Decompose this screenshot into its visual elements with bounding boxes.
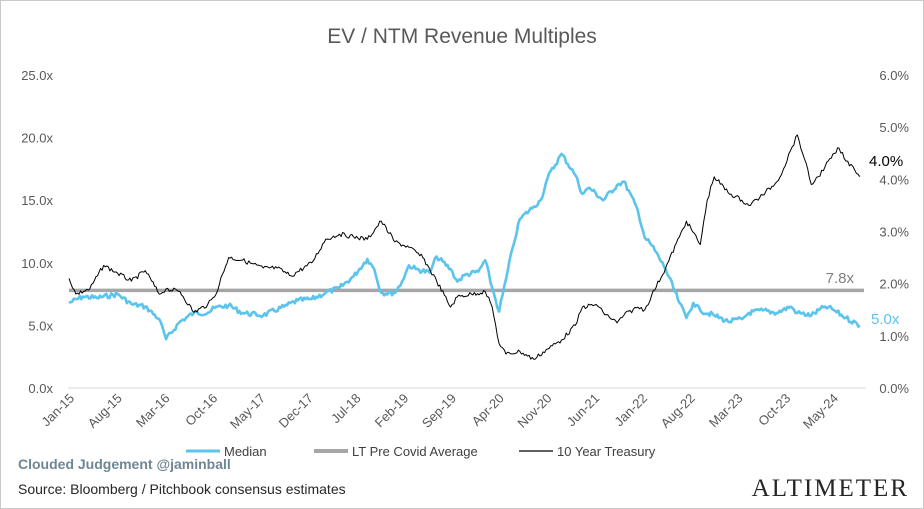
brand-credit: Clouded Judgement @jaminball bbox=[18, 456, 231, 472]
x-tick-label: Apr-20 bbox=[469, 391, 507, 429]
legend: Median LT Pre Covid Average 10 Year Treasu… bbox=[186, 444, 656, 459]
x-tick-label: May-24 bbox=[800, 391, 841, 432]
x-tick-label: Feb-19 bbox=[372, 391, 412, 431]
legend-label: LT Pre Covid Average bbox=[352, 444, 478, 459]
x-axis: Jan-15 Aug-15 Mar-16 Oct-16 May-17 Dec-17 Jul-… bbox=[38, 391, 841, 432]
x-tick-label: Dec-17 bbox=[276, 391, 316, 431]
source-note: Source: Bloomberg / Pitchbook consensus … bbox=[18, 481, 346, 497]
left-tick-label: 5.0x bbox=[28, 318, 53, 333]
x-tick-label: Jan-22 bbox=[611, 391, 650, 430]
x-tick-label: Jul-18 bbox=[328, 391, 364, 427]
x-tick-label: May-17 bbox=[227, 391, 268, 432]
left-tick-label: 10.0x bbox=[21, 256, 53, 271]
x-tick-label: Oct-23 bbox=[755, 391, 793, 429]
ten-year-treasury-line bbox=[68, 134, 861, 360]
left-tick-label: 20.0x bbox=[21, 131, 53, 146]
x-tick-label: Aug-15 bbox=[85, 391, 125, 431]
x-tick-label: Nov-20 bbox=[514, 391, 554, 431]
legend-label: Median bbox=[224, 444, 267, 459]
x-tick-label: Jan-15 bbox=[38, 391, 77, 430]
left-tick-label: 25.0x bbox=[21, 68, 53, 83]
right-tick-label: 5.0% bbox=[879, 120, 909, 135]
right-tick-label: 1.0% bbox=[879, 329, 909, 344]
chart-title: EV / NTM Revenue Multiples bbox=[327, 25, 597, 48]
x-tick-label: Mar-16 bbox=[133, 391, 173, 431]
right-tick-label: 6.0% bbox=[879, 68, 909, 83]
annotations: 4.0% 7.8x 5.0x bbox=[826, 153, 904, 328]
left-tick-label: 15.0x bbox=[21, 193, 53, 208]
right-axis: 0.0% 1.0% 2.0% 3.0% 4.0% 5.0% 6.0% bbox=[879, 68, 909, 396]
x-tick-label: Aug-22 bbox=[658, 391, 698, 431]
x-tick-label: Jun-21 bbox=[564, 391, 603, 430]
median-series-line bbox=[68, 152, 861, 341]
x-tick-label: Oct-16 bbox=[182, 391, 220, 429]
right-tick-label: 0.0% bbox=[879, 381, 909, 396]
left-tick-label: 0.0x bbox=[28, 381, 53, 396]
plot-area bbox=[68, 134, 864, 360]
altimeter-logo: ALTIMETER bbox=[751, 475, 909, 502]
right-tick-label: 4.0% bbox=[879, 172, 909, 187]
median-end-label: 5.0x bbox=[871, 311, 900, 328]
average-value-label: 7.8x bbox=[826, 270, 855, 287]
right-tick-label: 3.0% bbox=[879, 225, 909, 240]
x-tick-label: Mar-23 bbox=[706, 391, 746, 431]
right-tick-label: 2.0% bbox=[879, 277, 909, 292]
x-tick-label: Sep-19 bbox=[419, 391, 459, 431]
treasury-end-label: 4.0% bbox=[869, 153, 903, 170]
left-axis: 0.0x 5.0x 10.0x 15.0x 20.0x 25.0x bbox=[21, 68, 53, 396]
legend-label: 10 Year Treasury bbox=[557, 444, 656, 459]
